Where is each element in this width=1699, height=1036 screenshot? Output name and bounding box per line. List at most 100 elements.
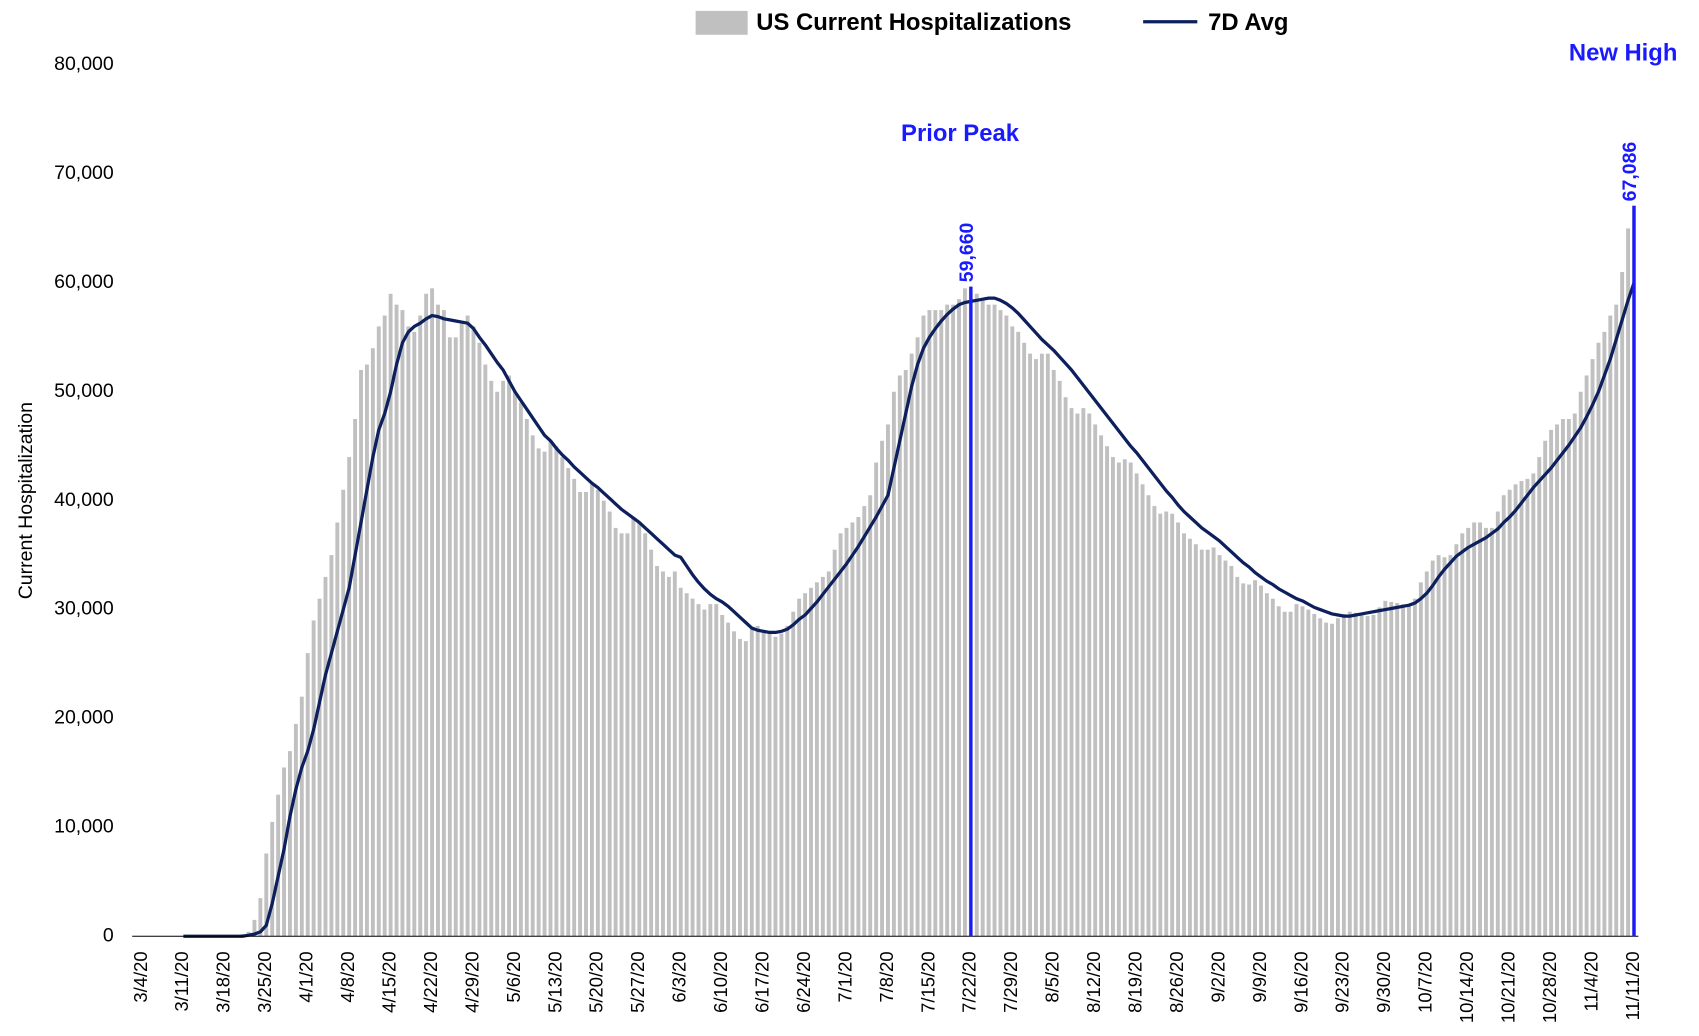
bar xyxy=(607,511,612,937)
bar xyxy=(1211,547,1216,937)
bar xyxy=(732,631,736,937)
bar xyxy=(584,491,588,937)
bar xyxy=(566,467,571,937)
bar xyxy=(1407,605,1411,937)
bar xyxy=(1472,522,1477,937)
bar xyxy=(1241,583,1246,937)
x-tick-label: 8/5/20 xyxy=(1042,951,1063,1002)
bar xyxy=(548,440,553,937)
bar xyxy=(1158,513,1163,937)
x-tick-label: 5/6/20 xyxy=(503,951,524,1002)
bar xyxy=(376,326,381,937)
bar xyxy=(649,549,654,937)
bar xyxy=(1176,522,1181,937)
bar xyxy=(1288,611,1293,937)
bar xyxy=(1335,618,1340,937)
bar xyxy=(1353,612,1358,937)
bar xyxy=(1602,331,1607,937)
x-tick-label: 5/27/20 xyxy=(627,951,648,1012)
annotation-text: New High xyxy=(1569,39,1678,66)
bar xyxy=(814,582,819,937)
x-tick-label: 7/1/20 xyxy=(834,951,855,1002)
bar xyxy=(927,310,932,937)
bar xyxy=(726,622,731,937)
bar xyxy=(601,500,606,937)
bar xyxy=(820,576,825,937)
bar xyxy=(1051,369,1056,937)
annotation-value-label: 67,086 xyxy=(1619,142,1641,202)
y-tick-label: 30,000 xyxy=(54,598,114,620)
bar xyxy=(1205,549,1210,937)
bar xyxy=(430,288,435,937)
bar xyxy=(1324,622,1329,937)
bar xyxy=(613,527,618,937)
bar xyxy=(270,821,275,937)
bar xyxy=(589,484,594,937)
x-tick-label: 3/4/20 xyxy=(130,951,151,1002)
bar xyxy=(1484,527,1488,937)
bar xyxy=(1620,271,1625,937)
bar xyxy=(1389,601,1394,937)
x-tick-label: 8/26/20 xyxy=(1166,951,1187,1012)
bar xyxy=(1259,585,1263,937)
bar xyxy=(666,576,671,937)
bar xyxy=(1590,359,1595,937)
bar xyxy=(1122,459,1127,937)
bar xyxy=(424,293,429,937)
bar xyxy=(1501,495,1506,937)
bar xyxy=(1223,560,1228,937)
bar xyxy=(1318,618,1323,937)
bar xyxy=(1128,462,1133,937)
bar xyxy=(903,369,908,937)
x-tick-label: 7/22/20 xyxy=(959,951,980,1012)
bar xyxy=(1099,435,1104,937)
bar xyxy=(347,457,352,937)
x-tick-label: 4/8/20 xyxy=(337,951,358,1002)
legend-swatch xyxy=(695,10,748,35)
bar xyxy=(1170,513,1175,937)
bar xyxy=(921,315,926,937)
y-tick-label: 0 xyxy=(103,924,114,946)
bar xyxy=(720,615,725,937)
bar xyxy=(708,604,713,937)
bar xyxy=(767,633,772,937)
bar xyxy=(264,853,269,937)
bar xyxy=(856,516,861,937)
bar xyxy=(288,751,292,937)
bar xyxy=(1253,580,1258,937)
bar xyxy=(749,629,754,937)
bar xyxy=(797,598,802,937)
bar xyxy=(1075,413,1080,937)
bar xyxy=(1395,603,1400,937)
bar xyxy=(258,898,263,937)
bar xyxy=(1596,342,1601,937)
x-tick-label: 3/11/20 xyxy=(171,951,192,1011)
bar xyxy=(1152,506,1157,937)
bar xyxy=(1306,609,1311,937)
x-tick-label: 9/30/20 xyxy=(1373,951,1394,1012)
bar xyxy=(643,533,648,937)
bar xyxy=(862,506,867,937)
bar xyxy=(1134,473,1139,937)
x-tick-label: 3/25/20 xyxy=(254,951,275,1012)
bar xyxy=(412,331,417,937)
bar xyxy=(678,587,683,937)
bar xyxy=(1347,611,1352,937)
bar xyxy=(1146,495,1151,937)
bar xyxy=(1507,489,1512,937)
bar xyxy=(489,380,494,937)
bar xyxy=(980,299,985,937)
bar xyxy=(317,598,322,937)
bar xyxy=(933,310,938,937)
bar xyxy=(418,315,423,937)
bar xyxy=(530,435,535,937)
bar xyxy=(1045,353,1050,937)
avg-line xyxy=(183,282,1636,938)
annotation-value-label: 59,660 xyxy=(956,222,978,282)
bar xyxy=(572,478,577,937)
x-tick-label: 8/12/20 xyxy=(1083,951,1104,1012)
bar xyxy=(1057,380,1062,937)
bar xyxy=(353,418,358,937)
x-tick-label: 4/1/20 xyxy=(296,951,317,1002)
bar xyxy=(696,604,701,937)
